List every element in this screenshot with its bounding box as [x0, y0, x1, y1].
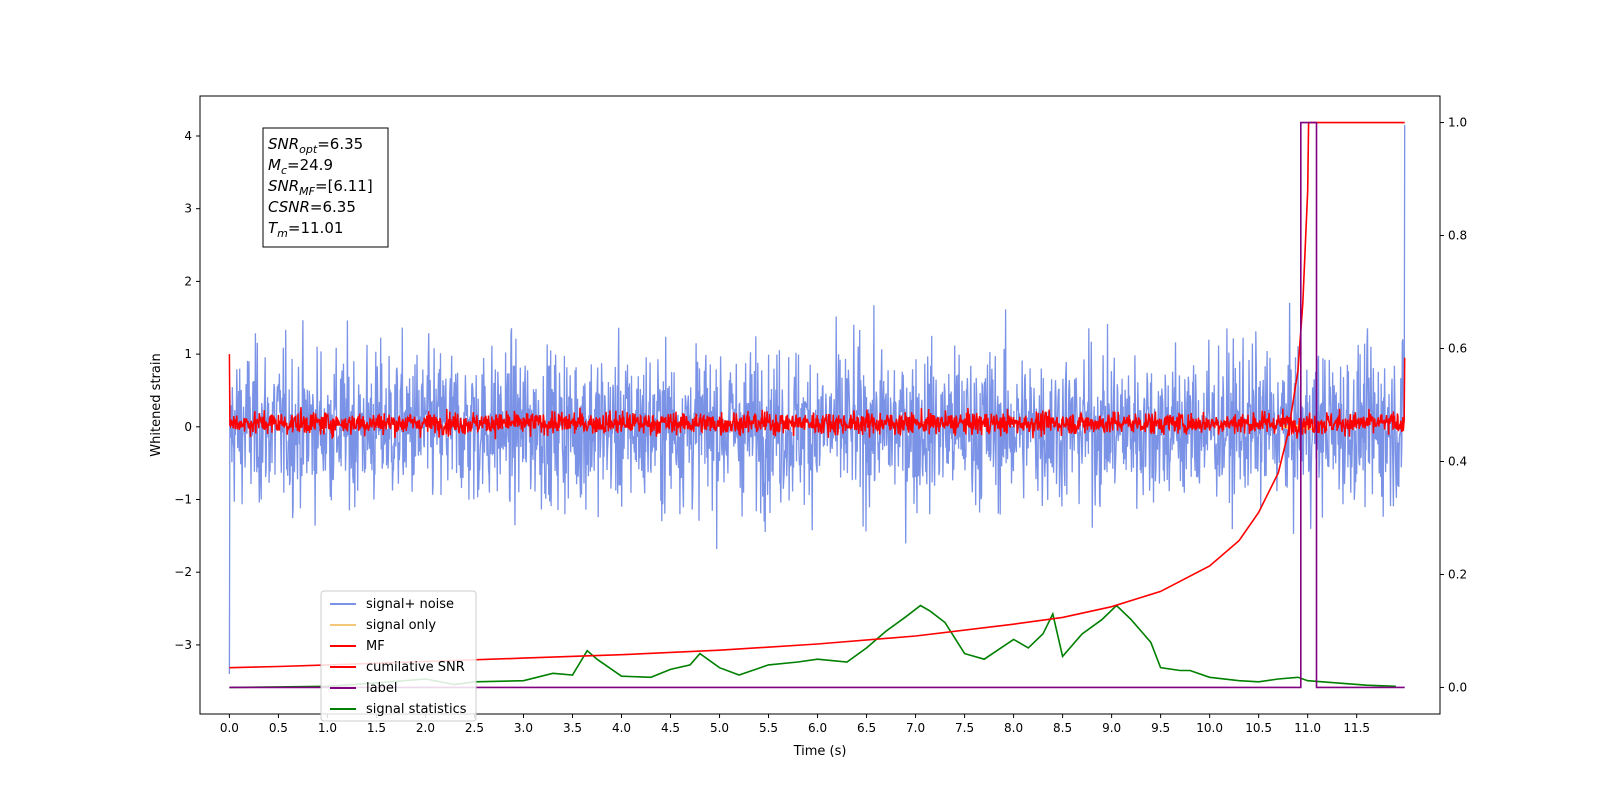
x-tick-label: 9.0 [1102, 721, 1121, 735]
y-tick-label: 3 [184, 202, 192, 216]
x-tick-label: 3.0 [514, 721, 533, 735]
x-tick-label: 7.0 [906, 721, 925, 735]
legend-label: signal only [366, 618, 436, 633]
annotation-frame [262, 127, 389, 248]
x-tick-label: 10.5 [1245, 721, 1272, 735]
x-tick-label: 6.0 [808, 721, 827, 735]
series-cumulative-snr-line [229, 121, 1405, 669]
x-tick-label: 2.0 [416, 721, 435, 735]
y-tick-label: 4 [184, 129, 192, 143]
x-tick-label: 7.5 [955, 721, 974, 735]
x-tick-label: 11.5 [1343, 721, 1370, 735]
series-signal-plus-noise-line [228, 125, 1406, 675]
y2-tick-label: 0.4 [1448, 454, 1467, 468]
y2-tick-label: 1.0 [1448, 116, 1467, 130]
y-tick-label: 0 [184, 420, 192, 434]
x-tick-label: 10.0 [1196, 721, 1223, 735]
x-tick-label: 6.5 [857, 721, 876, 735]
x-tick-label: 9.5 [1151, 721, 1170, 735]
series-mf-line [228, 354, 1406, 440]
annotation-line: SNRopt=6.35 [268, 135, 363, 156]
y-tick-label: −3 [174, 638, 192, 652]
y2-tick-label: 0.6 [1448, 342, 1467, 356]
x-tick-label: 5.5 [759, 721, 778, 735]
x-tick-label: 5.0 [710, 721, 729, 735]
x-tick-label: 4.5 [661, 721, 680, 735]
plot-frame [199, 95, 1441, 715]
legend-frame [320, 590, 477, 722]
legend-label: label [366, 681, 397, 696]
y-tick-label: 2 [184, 274, 192, 288]
y2-tick-label: 0.2 [1448, 567, 1467, 581]
legend-label: signal statistics [366, 702, 467, 717]
y-tick-label: −1 [174, 493, 192, 507]
x-tick-label: 8.5 [1053, 721, 1072, 735]
annotation-line: SNRMF=[6.11] [268, 177, 373, 198]
y-tick-label: 1 [184, 347, 192, 361]
y-axis-label: Whitened strain [149, 353, 164, 456]
x-tick-label: 0.5 [269, 721, 288, 735]
y-tick-label: −2 [174, 565, 192, 579]
x-axis-label: Time (s) [793, 744, 847, 759]
x-tick-label: 8.0 [1004, 721, 1023, 735]
legend-label: MF [366, 639, 385, 654]
x-tick-label: 3.5 [563, 721, 582, 735]
x-tick-label: 1.5 [367, 721, 386, 735]
legend: signal+ noise signal only MF cumilative SNR… [320, 590, 477, 722]
x-tick-label: 11.0 [1294, 721, 1321, 735]
legend-label: signal+ noise [366, 597, 454, 612]
annotation-line: Tm=11.01 [268, 219, 343, 240]
x-tick-label: 1.0 [318, 721, 337, 735]
x-tick-label: 4.0 [612, 721, 631, 735]
series-signal-statistics-line [229, 604, 1396, 689]
y2-tick-label: 0.0 [1448, 680, 1467, 694]
y2-tick-label: 0.8 [1448, 229, 1467, 243]
annotation-line: CSNR=6.35 [268, 198, 356, 216]
series-label-line [229, 121, 1405, 689]
annotation-line: Mc=24.9 [268, 156, 333, 177]
legend-label: cumilative SNR [366, 660, 465, 675]
x-tick-label: 2.5 [465, 721, 484, 735]
x-tick-label: 0.0 [220, 721, 239, 735]
